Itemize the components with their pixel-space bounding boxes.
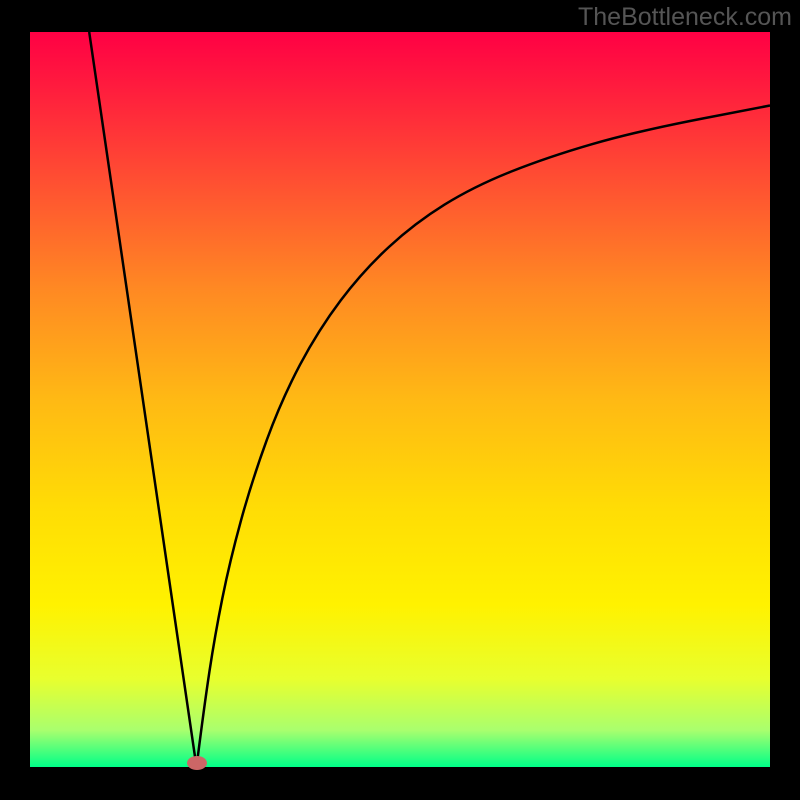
attribution-text: TheBottleneck.com xyxy=(578,3,792,32)
plot-area xyxy=(30,32,770,767)
chart-container: TheBottleneck.com xyxy=(0,0,800,800)
optimal-point-marker xyxy=(187,756,207,770)
bottleneck-curve xyxy=(89,32,770,767)
curve-layer xyxy=(30,32,770,767)
